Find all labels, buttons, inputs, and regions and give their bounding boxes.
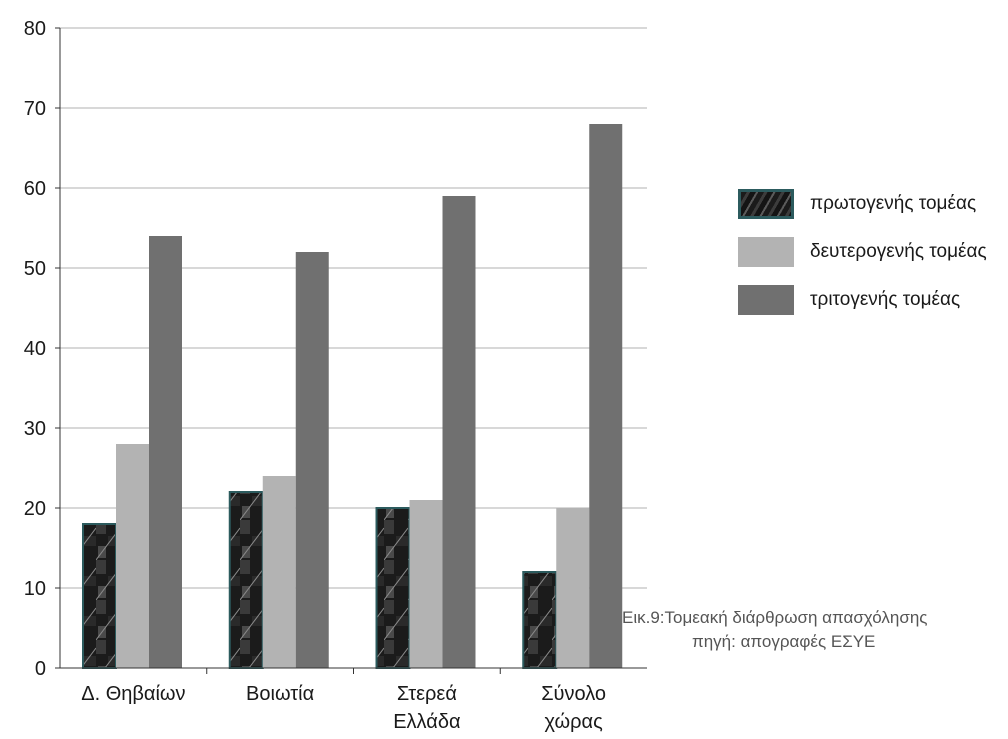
bar-tertiary	[149, 236, 182, 668]
legend-label-secondary: δευτερογενής τομέας	[810, 241, 987, 262]
y-tick-label: 0	[35, 658, 46, 680]
x-tick-label-line: Ελλάδα	[393, 711, 460, 733]
x-tick-label-line: Στερεά	[397, 683, 457, 705]
bar-secondary	[116, 444, 149, 668]
y-tick-label: 30	[24, 418, 46, 440]
y-tick-label: 60	[24, 178, 46, 200]
legend-item-primary: πρωτογενής τομέας	[738, 180, 987, 228]
bar-primary	[375, 507, 411, 669]
y-tick-label: 10	[24, 578, 46, 600]
legend-label-tertiary: τριτογενής τομέας	[810, 289, 961, 310]
y-tick-label: 50	[24, 258, 46, 280]
bar-primary	[522, 571, 558, 669]
bars	[82, 124, 623, 669]
bar-secondary	[409, 500, 443, 668]
y-tick-label: 20	[24, 498, 46, 520]
bar-primary	[228, 491, 264, 669]
y-tick-label: 70	[24, 98, 46, 120]
bar-secondary	[262, 476, 296, 668]
caption-title: Εικ.9:Τομεακή διάρθρωση απασχόλησης	[622, 608, 928, 627]
figure-caption: Εικ.9:Τομεακή διάρθρωση απασχόλησης πηγή…	[622, 606, 928, 654]
legend-item-secondary: δευτερογενής τομέας	[738, 228, 987, 276]
bar-primary	[82, 523, 117, 669]
caption-source: πηγή: απογραφές ΕΣΥΕ	[692, 632, 876, 651]
x-tick-label: Σύνολο χώρας	[541, 683, 606, 733]
x-tick-label-line: χώρας	[545, 711, 604, 733]
legend-swatch-primary	[738, 189, 794, 219]
y-tick-label: 40	[24, 338, 46, 360]
bar-secondary	[556, 508, 590, 668]
x-tick-label-line: Δ. Θηβαίων	[81, 683, 185, 705]
x-tick-label: Δ. Θηβαίων	[81, 683, 185, 705]
x-tick-label: Στερεά Ελλάδα	[393, 683, 460, 733]
bar-tertiary	[295, 252, 329, 668]
axes: 0 10 20 30 40 50 60 70 80 Δ. Θηβαίων Βοιωτία Στερεά…	[24, 18, 647, 733]
bar-tertiary	[442, 196, 476, 668]
x-tick-label-line: Βοιωτία	[246, 683, 314, 705]
legend-label-primary: πρωτογενής τομέας	[810, 193, 977, 214]
legend: πρωτογενής τομέας δευτερογενής τομέας τρ…	[738, 180, 987, 324]
y-tick-label: 80	[24, 18, 46, 40]
legend-swatch-secondary	[738, 237, 794, 267]
bar-tertiary	[589, 124, 623, 668]
x-tick-label: Βοιωτία	[246, 683, 314, 705]
x-tick-label-line: Σύνολο	[541, 683, 606, 705]
legend-item-tertiary: τριτογενής τομέας	[738, 276, 987, 324]
legend-swatch-tertiary	[738, 285, 794, 315]
